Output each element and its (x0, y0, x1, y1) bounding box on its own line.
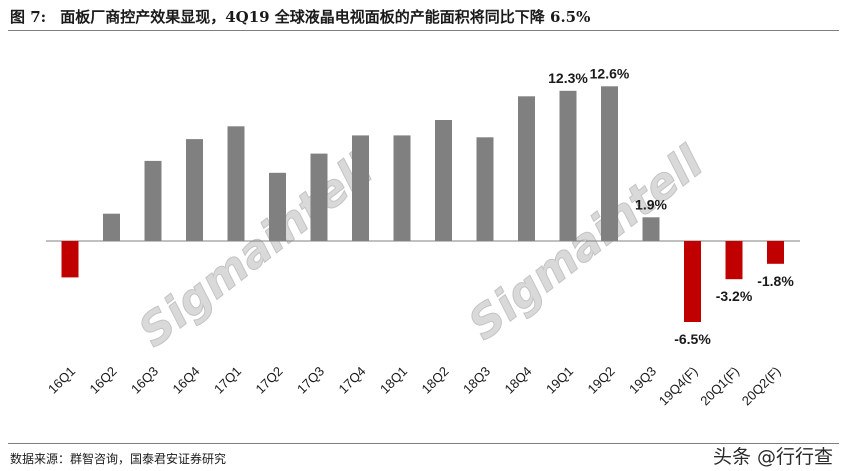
bar-17Q4 (352, 135, 369, 241)
bar-16Q3 (144, 160, 162, 241)
data-label-19Q4(F): -6.5% (674, 331, 711, 347)
source-note: 数据来源：群智咨询，国泰君安证券研究 (10, 452, 227, 466)
x-tick-label: 19Q1 (543, 364, 576, 397)
x-tick-label: 18Q2 (419, 364, 452, 397)
x-tick-label: 16Q2 (87, 364, 120, 397)
bar-17Q3 (310, 153, 328, 241)
bar-19Q3 (642, 217, 660, 241)
x-tick-label: 17Q4 (336, 364, 369, 397)
bar-18Q1 (393, 135, 411, 241)
x-tick-label: 17Q1 (211, 364, 244, 397)
data-label-20Q1(F): -3.2% (716, 288, 753, 304)
bar-19Q1 (559, 90, 577, 241)
top-rule (8, 30, 839, 31)
watermark-1: Sigmaintell (130, 143, 384, 357)
x-tick-label: 16Q3 (128, 364, 161, 397)
bars-group (61, 86, 784, 322)
bar-20Q2(F) (767, 241, 784, 264)
data-label-20Q2(F): -1.8% (757, 273, 794, 289)
corner-watermark: 头条 @行行查 (712, 446, 833, 468)
x-tick-label: 18Q3 (460, 364, 493, 397)
bar-17Q2 (269, 172, 286, 242)
bar-16Q2 (103, 213, 120, 241)
bar-18Q3 (476, 137, 494, 241)
x-tick-label: 18Q1 (377, 364, 410, 397)
x-tick-labels-group: 16Q1 16Q2 16Q3 16Q4 17Q1 17Q2 17Q3 17Q4 18Q1 18Q2… (45, 364, 784, 409)
data-labels-group: 12.3% 12.6% 1.9% -6.5% -3.2%-1.8% (548, 65, 794, 347)
bar-20Q1(F) (725, 241, 743, 280)
data-label-19Q3: 1.9% (635, 196, 667, 212)
x-tick-label: 19Q4(F) (656, 364, 701, 409)
bar-17Q1 (227, 126, 245, 241)
x-tick-label: 19Q2 (585, 364, 618, 397)
data-label-19Q1: 12.3% (548, 70, 588, 86)
watermark-2: Sigmaintell (460, 136, 714, 350)
bar-18Q2 (435, 120, 452, 241)
data-label-19Q2: 12.6% (590, 65, 630, 81)
x-tick-label: 19Q3 (626, 364, 659, 397)
title-text: 面板厂商控产效果显现，4Q19 全球液晶电视面板的产能面积将同比下降 6.5% (60, 8, 591, 26)
watermark-group: Sigmaintell Sigmaintell (129, 136, 714, 358)
bar-18Q4 (518, 96, 535, 241)
bar-16Q1 (61, 241, 79, 278)
x-tick-label: 20Q2(F) (739, 364, 784, 409)
x-tick-label: 18Q4 (502, 364, 535, 397)
x-tick-label: 16Q4 (170, 364, 203, 397)
x-tick-label: 16Q1 (45, 364, 78, 397)
bottom-rule (8, 443, 839, 444)
bar-19Q2 (601, 86, 618, 241)
x-tick-label: 17Q3 (294, 364, 327, 397)
figure-label: 图 7: (10, 8, 47, 26)
chart-title: 图 7: 面板厂商控产效果显现，4Q19 全球液晶电视面板的产能面积将同比下降 6… (10, 6, 840, 27)
x-tick-label: 17Q2 (253, 364, 286, 397)
bar-19Q4(F) (684, 241, 701, 322)
x-tick-label: 20Q1(F) (697, 364, 742, 409)
bar-chart: Sigmaintell Sigmaintell 12.3% 12.6% 1.9% -6.… (45, 65, 800, 409)
bar-16Q4 (186, 139, 203, 241)
